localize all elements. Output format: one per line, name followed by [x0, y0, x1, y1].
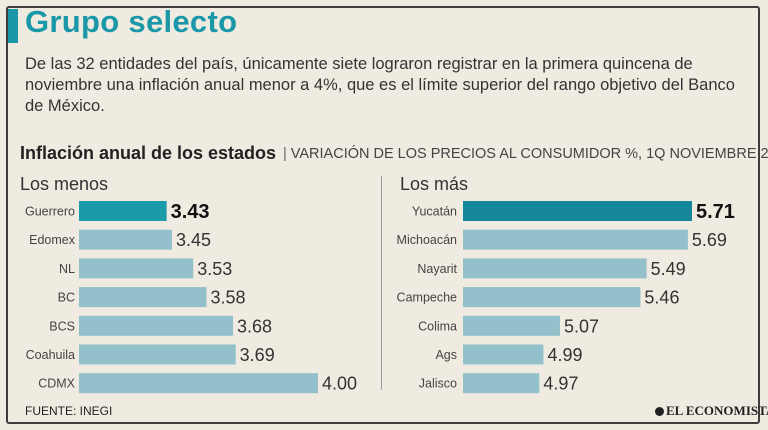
category-label-menos-1: Edomex — [29, 233, 76, 247]
category-label-menos-5: Coahuila — [26, 348, 75, 362]
category-label-mas-2: Nayarit — [417, 262, 457, 276]
category-label-mas-0: Yucatán — [412, 205, 457, 219]
value-label-menos-4: 3.68 — [237, 316, 272, 336]
category-label-mas-6: Jalisco — [419, 377, 457, 391]
bar-mas-2 — [463, 258, 647, 279]
value-label-mas-1: 5.69 — [692, 230, 727, 250]
bar-menos-0 — [79, 201, 167, 221]
panel-label-los-menos: Los menos — [20, 174, 109, 194]
bar-mas-0 — [463, 201, 692, 221]
category-label-menos-4: BCS — [49, 319, 75, 333]
bar-menos-3 — [79, 287, 207, 308]
page-title: Grupo selecto — [25, 4, 238, 39]
category-label-mas-5: Ags — [435, 348, 457, 362]
bar-mas-1 — [463, 229, 688, 250]
value-label-menos-1: 3.45 — [176, 230, 211, 250]
value-label-mas-6: 4.97 — [543, 374, 578, 394]
value-label-menos-6: 4.00 — [322, 374, 357, 394]
category-label-menos-2: NL — [59, 262, 75, 276]
title-accent-bar — [8, 9, 18, 43]
value-label-mas-5: 4.99 — [547, 345, 582, 365]
bar-menos-2 — [79, 258, 194, 279]
bar-menos-6 — [79, 373, 318, 394]
logo-text: EL ECONOMISTA — [666, 403, 768, 418]
bar-mas-3 — [463, 287, 641, 308]
source-note: FUENTE: INEGI — [25, 404, 113, 418]
bar-menos-1 — [79, 229, 172, 250]
publisher-logo: EL ECONOMISTA — [655, 403, 768, 419]
category-label-menos-0: Guerrero — [25, 205, 75, 219]
value-label-mas-3: 5.46 — [644, 288, 679, 308]
category-label-menos-3: BC — [58, 291, 75, 305]
frame-border — [6, 6, 760, 424]
chart-title: Inflación anual de los estados — [20, 143, 277, 163]
value-label-menos-0: 3.43 — [171, 201, 210, 223]
bar-mas-4 — [463, 315, 560, 336]
chart-subtitle-wrap: | VARIACIÓN DE LOS PRECIOS AL CONSUMIDOR … — [283, 146, 768, 162]
value-label-mas-4: 5.07 — [564, 316, 599, 336]
bar-mas-6 — [463, 373, 540, 394]
logo-mark-icon — [655, 407, 664, 416]
panel-label-los-mas: Los más — [400, 174, 469, 194]
page-subtitle: De las 32 entidades del país, únicamente… — [25, 55, 735, 115]
bar-menos-5 — [79, 344, 236, 365]
value-label-mas-0: 5.71 — [696, 201, 735, 223]
bar-mas-5 — [463, 344, 544, 365]
value-label-mas-2: 5.49 — [651, 259, 686, 279]
category-label-mas-1: Michoacán — [397, 233, 457, 247]
chart-subtitle-separator: | — [283, 146, 287, 162]
category-label-mas-4: Colima — [418, 319, 457, 333]
value-label-menos-5: 3.69 — [240, 345, 275, 365]
panel-divider — [381, 176, 382, 390]
bar-menos-4 — [79, 315, 234, 336]
category-label-mas-3: Campeche — [397, 291, 457, 305]
value-label-menos-2: 3.53 — [197, 259, 232, 279]
category-label-menos-6: CDMX — [38, 377, 75, 391]
value-label-menos-3: 3.58 — [210, 288, 245, 308]
chart-subtitle: VARIACIÓN DE LOS PRECIOS AL CONSUMIDOR %… — [290, 146, 768, 162]
